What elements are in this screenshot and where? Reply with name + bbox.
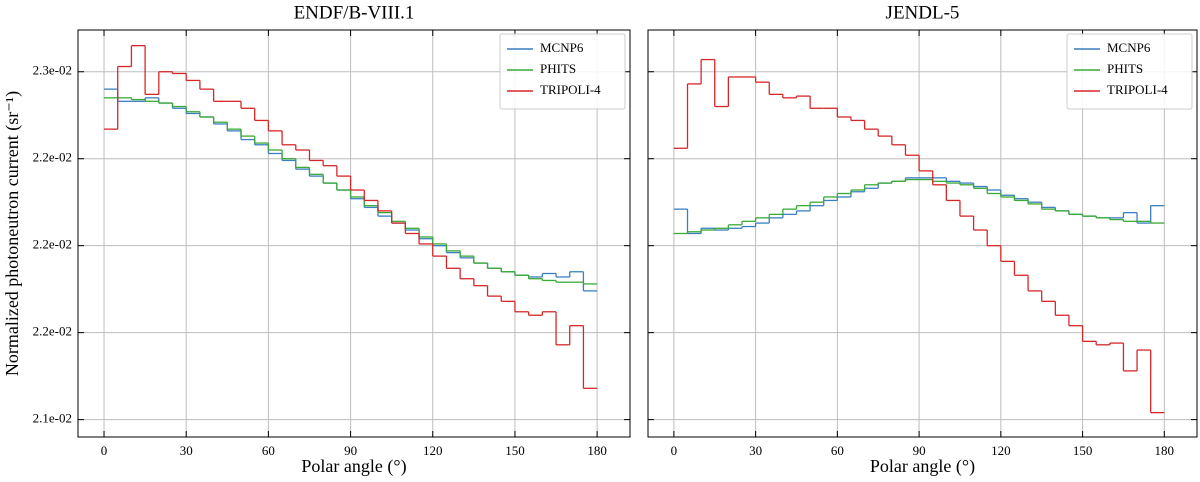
x-tick-label: 120	[423, 443, 443, 458]
x-tick-label: 0	[671, 443, 678, 458]
x-axis-label: Polar angle (°)	[870, 456, 975, 477]
x-tick-label: 60	[831, 443, 844, 458]
legend-label: MCNP6	[1107, 40, 1151, 55]
plot-frame	[647, 29, 1198, 438]
legend-label: PHITS	[540, 61, 576, 76]
y-tick-label: 2.3e-02	[33, 63, 72, 78]
x-tick-label: 180	[587, 443, 607, 458]
legend: MCNP6 PHITS TRIPOLI-4	[1066, 33, 1193, 110]
legend-label: PHITS	[1107, 61, 1143, 76]
x-tick-label: 90	[913, 443, 926, 458]
x-tick-label: 0	[101, 443, 108, 458]
x-tick-label: 120	[991, 443, 1011, 458]
x-tick-label: 150	[1073, 443, 1093, 458]
y-tick-label: 2.2e-02	[33, 237, 72, 252]
y-tick-label: 2.2e-02	[33, 150, 72, 165]
x-axis-label: Polar angle (°)	[301, 456, 406, 477]
y-tick-label: 2.2e-02	[33, 324, 72, 339]
x-tick-label: 150	[505, 443, 525, 458]
plot-frame	[77, 29, 631, 438]
legend: MCNP6 PHITS TRIPOLI-4	[499, 33, 626, 110]
legend-label: TRIPOLI-4	[1107, 82, 1168, 97]
chart-title: JENDL-5	[886, 2, 960, 23]
x-tick-label: 90	[344, 443, 357, 458]
legend-label: TRIPOLI-4	[540, 82, 601, 97]
x-tick-label: 30	[749, 443, 762, 458]
y-axis-label: Normalized photoneutron current (sr⁻¹)	[2, 91, 23, 376]
x-tick-label: 30	[180, 443, 193, 458]
chart-title: ENDF/B-VIII.1	[294, 2, 415, 23]
legend-label: MCNP6	[540, 40, 584, 55]
x-tick-label: 60	[262, 443, 275, 458]
y-tick-label: 2.1e-02	[33, 411, 72, 426]
x-tick-label: 180	[1155, 443, 1175, 458]
